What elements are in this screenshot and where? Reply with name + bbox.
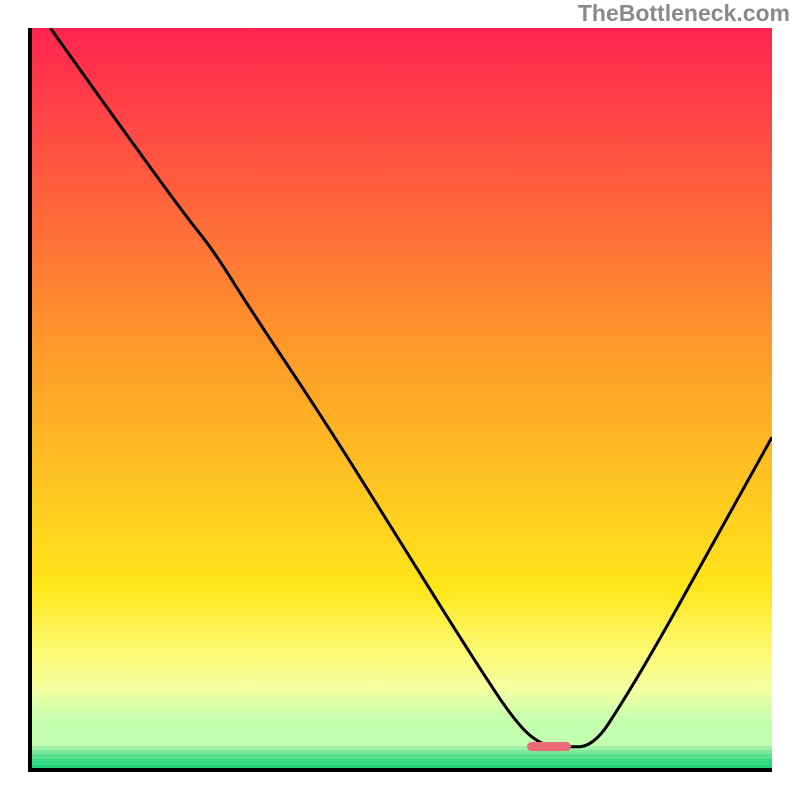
chart-curve [50, 28, 772, 747]
y-axis [28, 28, 32, 772]
chart-svg [28, 28, 772, 772]
x-axis [28, 768, 772, 772]
watermark-text: TheBottleneck.com [578, 0, 790, 27]
chart-marker [527, 742, 571, 751]
chart-area [28, 28, 772, 772]
